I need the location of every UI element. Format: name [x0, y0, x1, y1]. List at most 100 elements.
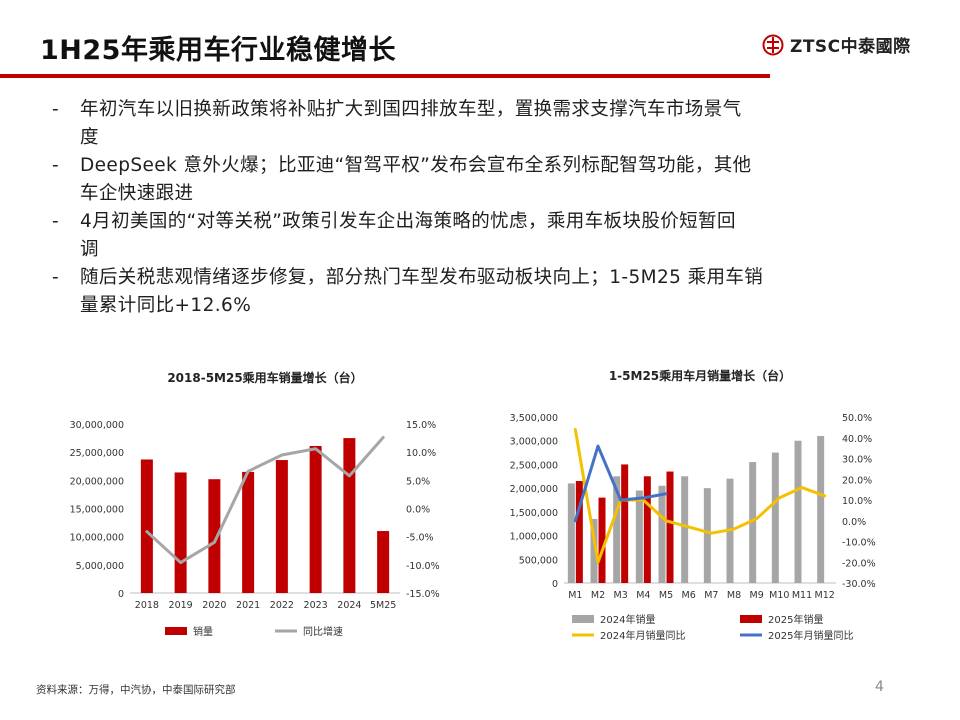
- legend-label: 同比增速: [303, 625, 343, 638]
- bullet-item: -4月初美国的“对等关税”政策引发车企出海策略的忧虑，乘用车板块股价短暂回调: [52, 208, 882, 264]
- y-left-tick-label: 5,000,000: [76, 561, 124, 572]
- bar: [749, 462, 757, 583]
- bullet-line: 4月初美国的“对等关税”政策引发车企出海策略的忧虑，乘用车板块股价短暂回: [80, 211, 736, 232]
- y-right-tick-label: 10.0%: [842, 496, 872, 507]
- bullet-line: DeepSeek 意外火爆；比亚迪“智驾平权”发布会宣布全系列标配智驾功能，其他: [80, 155, 752, 176]
- monthly-sales-chart: 1-5M25乘用车月销量增长（台） 0 500,000 1,000,000 1,500,…: [510, 368, 876, 642]
- y-right-tick-label: -20.0%: [842, 558, 876, 569]
- bullet-marker: -: [52, 211, 60, 232]
- page-number: 4: [875, 679, 884, 695]
- y-left-tick-label: 1,000,000: [510, 532, 558, 543]
- y-left-tick-label: 2,000,000: [510, 484, 558, 495]
- x-tick-label: M10: [769, 590, 789, 601]
- x-tick-label: M3: [614, 590, 628, 601]
- bar: [794, 440, 802, 583]
- bar: [567, 483, 575, 583]
- y-right-tick-label: 10.0%: [406, 448, 436, 459]
- bar: [140, 459, 153, 593]
- bullet-item: - 随后关税悲观情绪逐步修复，部分热门车型发布驱动板块向上；1-5M25 乘用车销…: [52, 264, 882, 320]
- series-line: [145, 436, 385, 565]
- y-right-tick-label: 0.0%: [406, 505, 430, 516]
- bar: [703, 488, 711, 583]
- chart-title: 1-5M25乘用车月销量增长（台）: [609, 368, 791, 383]
- y-right-tick-label: 40.0%: [842, 434, 872, 445]
- x-tick-label: 2019: [169, 600, 193, 611]
- logo-text: ZTSC中泰國際: [790, 37, 911, 57]
- bullet-line: 量累计同比+12.6%: [80, 295, 252, 316]
- bar: [771, 452, 779, 583]
- legend-swatch: [572, 615, 594, 623]
- bullet-line: 随后关税悲观情绪逐步修复，部分热门车型发布驱动板块向上；1-5M25 乘用车销: [80, 267, 764, 288]
- y-right-tick-label: -30.0%: [842, 579, 876, 590]
- ztsc-logo-icon: [762, 34, 784, 55]
- x-tick-label: 2018: [135, 600, 159, 611]
- bar: [598, 497, 606, 583]
- bar: [377, 531, 390, 593]
- legend-label: 销量: [193, 625, 213, 638]
- bar: [817, 435, 825, 583]
- bullet-marker: -: [52, 155, 60, 176]
- bullet-marker: -: [52, 99, 60, 120]
- series-line: [573, 427, 827, 564]
- bullet-line: 车企快速跟进: [80, 183, 194, 204]
- x-tick-label: M1: [568, 590, 582, 601]
- y-right-tick-label: 0.0%: [842, 517, 866, 528]
- bullet-line: 年初汽车以旧换新政策将补贴扩大到国四排放车型，置换需求支撑汽车市场景气: [80, 99, 742, 120]
- x-tick-label: M9: [750, 590, 764, 601]
- bullet-item: - 年初汽车以旧换新政策将补贴扩大到国四排放车型，置换需求支撑汽车市场景气度: [52, 96, 882, 152]
- x-tick-label: 2020: [202, 600, 226, 611]
- y-right-tick-label: 20.0%: [842, 475, 872, 486]
- company-logo: ZTSC中泰國際: [762, 32, 911, 57]
- y-left-tick-label: 0: [552, 579, 558, 590]
- bar: [174, 472, 187, 593]
- legend-label: 2025年销量: [768, 613, 823, 626]
- bar: [575, 481, 583, 583]
- x-tick-label: M8: [727, 590, 741, 601]
- x-tick-label: M6: [682, 590, 696, 601]
- chart-title: 2018-5M25乘用车销量增长（台）: [167, 370, 362, 385]
- bar: [208, 479, 221, 593]
- x-tick-label: 2023: [304, 600, 328, 611]
- x-tick-label: M2: [591, 590, 605, 601]
- source-note: 资料来源：万得，中汽协，中泰国际研究部: [36, 684, 236, 696]
- bullet-list: - 年初汽车以旧换新政策将补贴扩大到国四排放车型，置换需求支撑汽车市场景气度 -D…: [52, 96, 882, 320]
- x-tick-label: 2022: [270, 600, 294, 611]
- legend-swatch: [165, 627, 187, 635]
- bullet-marker: -: [52, 267, 60, 288]
- bar: [643, 476, 651, 583]
- bar: [275, 460, 288, 593]
- bar: [681, 476, 689, 583]
- bullet-line: 度: [80, 127, 99, 148]
- bar: [658, 485, 666, 583]
- y-left-tick-label: 0: [118, 589, 124, 600]
- bar: [613, 476, 621, 583]
- series-line: [573, 444, 668, 523]
- legend-label: 2025年月销量同比: [768, 629, 853, 642]
- legend-label: 2024年销量: [600, 613, 655, 626]
- x-tick-label: M7: [704, 590, 718, 601]
- bullet-item: - DeepSeek 意外火爆；比亚迪“智驾平权”发布会宣布全系列标配智驾功能，其…: [52, 152, 882, 208]
- y-left-tick-label: 25,000,000: [70, 448, 124, 459]
- legend-swatch: [740, 615, 762, 623]
- y-left-tick-label: 20,000,000: [70, 476, 124, 487]
- bar: [590, 518, 598, 583]
- bar: [635, 490, 643, 583]
- x-tick-label: 2024: [337, 600, 361, 611]
- y-right-tick-label: 50.0%: [842, 413, 872, 424]
- legend-label: 2024年月销量同比: [600, 629, 685, 642]
- y-right-tick-label: 5.0%: [406, 476, 430, 487]
- y-left-tick-label: 15,000,000: [70, 505, 124, 516]
- bullet-line: 调: [80, 239, 99, 260]
- bar: [621, 464, 629, 583]
- y-right-tick-label: -10.0%: [842, 538, 876, 549]
- y-left-tick-label: 3,000,000: [510, 437, 558, 448]
- bar: [309, 445, 322, 593]
- y-right-tick-label: 15.0%: [406, 420, 436, 431]
- x-tick-label: 2021: [236, 600, 260, 611]
- x-tick-label: 5M25: [370, 600, 396, 611]
- page-title: 1H25年乘用车行业稳健增长: [40, 35, 396, 66]
- y-left-tick-label: 30,000,000: [70, 420, 124, 431]
- y-right-tick-label: -15.0%: [406, 589, 440, 600]
- y-left-tick-label: 3,500,000: [510, 413, 558, 424]
- y-left-tick-label: 10,000,000: [70, 533, 124, 544]
